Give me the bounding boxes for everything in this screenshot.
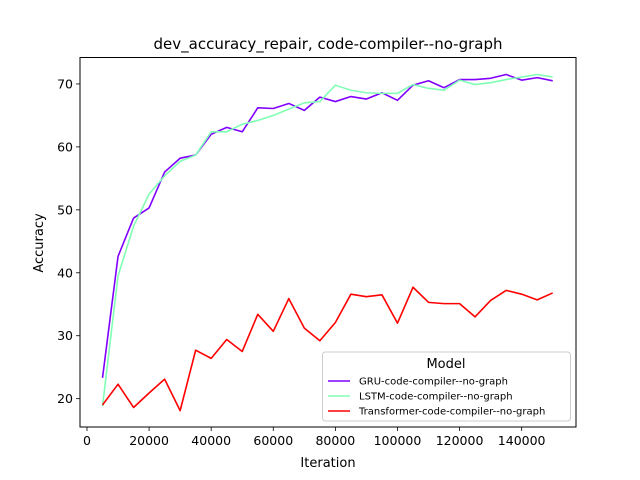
legend: Model GRU-code-compiler--no-graph LSTM-co…	[322, 351, 571, 422]
x-tick-label: 120000	[436, 433, 484, 448]
chart-title: dev_accuracy_repair, code-compiler--no-g…	[154, 35, 503, 54]
x-tick-label: 100000	[374, 433, 422, 448]
x-tick-label: 0	[83, 433, 91, 448]
x-tick-label: 80000	[315, 433, 355, 448]
series-line	[101, 73, 553, 407]
plot-frame	[79, 57, 577, 428]
legend-title: Model	[426, 357, 465, 372]
plot-area	[101, 73, 554, 412]
x-axis-label: Iteration	[300, 456, 355, 471]
legend-box	[322, 351, 571, 422]
x-tick-label: 40000	[191, 433, 231, 448]
y-tick-label: 60	[57, 139, 73, 154]
series-line	[101, 73, 553, 379]
y-tick-label: 40	[57, 265, 73, 280]
legend-label: GRU-code-compiler--no-graph	[359, 377, 508, 388]
x-tick-label: 60000	[253, 433, 293, 448]
y-tick-label: 30	[57, 328, 73, 343]
x-tick-label: 20000	[129, 433, 169, 448]
x-axis: 0 20000 40000 60000 80000 100000 120000 140000	[83, 427, 546, 448]
x-tick-label: 140000	[498, 433, 546, 448]
y-tick-label: 70	[57, 76, 73, 91]
y-tick-label: 50	[57, 202, 73, 217]
legend-label: LSTM-code-compiler--no-graph	[359, 392, 513, 403]
legend-label: Transformer-code-compiler--no-graph	[358, 407, 545, 418]
y-axis-label: Accuracy	[32, 213, 47, 273]
y-tick-label: 20	[57, 391, 73, 406]
y-axis: 20 30 40 50 60 70	[57, 76, 80, 406]
series-line	[101, 286, 554, 412]
